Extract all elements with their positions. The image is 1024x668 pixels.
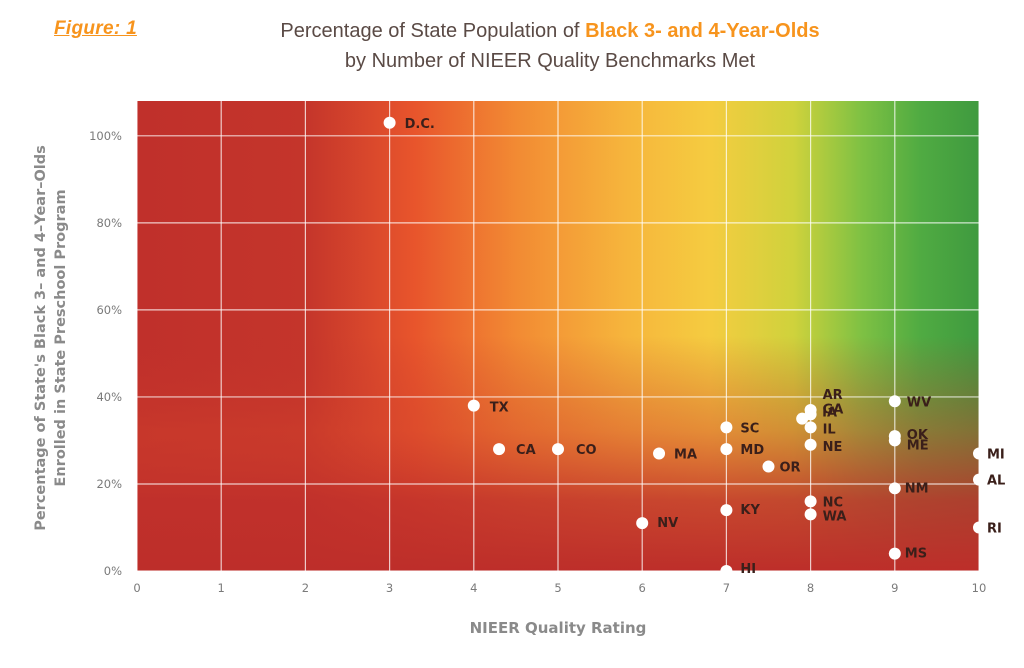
data-point xyxy=(720,504,733,517)
data-point xyxy=(804,438,817,451)
data-point xyxy=(467,399,480,412)
data-point xyxy=(888,547,901,560)
data-point xyxy=(804,508,817,521)
x-tick-label: 9 xyxy=(891,581,898,595)
data-point xyxy=(796,412,809,425)
grid-lines xyxy=(136,101,980,572)
data-point xyxy=(720,443,733,456)
point-label: KY xyxy=(740,503,760,518)
x-tick-label: 10 xyxy=(972,581,987,595)
data-point xyxy=(720,565,733,577)
point-label: AR xyxy=(823,388,843,403)
data-point xyxy=(636,517,649,530)
y-axis-label: Percentage of State's Black 3– and 4–Yea… xyxy=(33,145,69,531)
y-tick-label: 20% xyxy=(96,477,122,491)
point-label: WV xyxy=(907,395,931,410)
x-tick-label: 2 xyxy=(302,581,309,595)
data-point xyxy=(552,443,564,456)
point-label: CA xyxy=(516,443,536,458)
data-point xyxy=(888,482,901,495)
y-tick-label: 0% xyxy=(104,564,122,578)
x-tick-label: 8 xyxy=(807,581,814,595)
x-axis-label: NIEER Quality Rating xyxy=(470,619,647,637)
data-point xyxy=(888,395,901,408)
y-axis-label-line2: Enrolled in State Preschool Program xyxy=(53,189,69,486)
data-point xyxy=(383,116,396,129)
data-point xyxy=(493,443,506,456)
y-axis-label-line1: Percentage of State's Black 3– and 4–Yea… xyxy=(33,145,49,531)
x-tick-label: 3 xyxy=(386,581,393,595)
point-label: MS xyxy=(905,547,927,562)
title-highlight: Black 3- and 4-Year-Olds xyxy=(585,20,820,42)
title-prefix: Percentage of State Population of xyxy=(280,20,586,42)
point-label: NC xyxy=(823,495,843,510)
y-tick-label: 100% xyxy=(89,129,122,143)
point-label: IL xyxy=(823,422,836,437)
y-tick-label: 40% xyxy=(96,390,122,404)
point-label: MD xyxy=(740,443,764,458)
data-point xyxy=(653,447,666,460)
point-label: NV xyxy=(657,516,678,531)
point-label: HI xyxy=(740,562,756,577)
y-tick-labels: 0% 20% 40% 60% 80% 100% xyxy=(89,129,122,578)
x-tick-label: 4 xyxy=(470,581,477,595)
point-label: NM xyxy=(905,481,929,496)
chart-title-line2: by Number of NIEER Quality Benchmarks Me… xyxy=(344,50,756,72)
data-point xyxy=(888,434,901,447)
data-point xyxy=(973,521,985,534)
point-label: OK xyxy=(907,428,929,443)
x-tick-label: 6 xyxy=(639,581,646,595)
point-label: SC xyxy=(740,421,759,436)
point-label: MA xyxy=(674,448,697,463)
chart-title: Percentage of State Population of Black … xyxy=(230,16,870,76)
point-label: NE xyxy=(823,440,843,455)
data-point xyxy=(804,495,817,508)
point-label: GA xyxy=(823,402,844,417)
x-tick-label: 5 xyxy=(554,581,561,595)
point-label: IA xyxy=(822,406,837,421)
x-tick-label: 0 xyxy=(133,581,140,595)
data-point xyxy=(973,473,985,486)
point-label: WA xyxy=(823,509,847,524)
point-label: CO xyxy=(576,443,597,458)
data-point xyxy=(720,421,733,434)
y-tick-label: 80% xyxy=(96,216,122,230)
point-label: TX xyxy=(490,401,509,416)
point-label: OR xyxy=(780,461,801,476)
x-tick-label: 7 xyxy=(723,581,730,595)
point-label: AL xyxy=(987,474,1005,489)
x-tick-label: 1 xyxy=(218,581,225,595)
point-label: RI xyxy=(987,521,1002,536)
point-label: ME xyxy=(907,438,929,453)
chart-title-line1: Percentage of State Population of Black … xyxy=(230,16,870,46)
x-tick-labels: 0 1 2 3 4 5 6 7 8 9 10 xyxy=(133,581,986,595)
data-point xyxy=(762,460,775,473)
point-label: MI xyxy=(987,448,1005,463)
point-label: D.C. xyxy=(405,117,435,132)
data-point xyxy=(973,447,985,460)
data-point xyxy=(804,421,817,434)
figure-label: Figure: 1 xyxy=(54,18,137,39)
y-tick-label: 60% xyxy=(96,303,122,317)
